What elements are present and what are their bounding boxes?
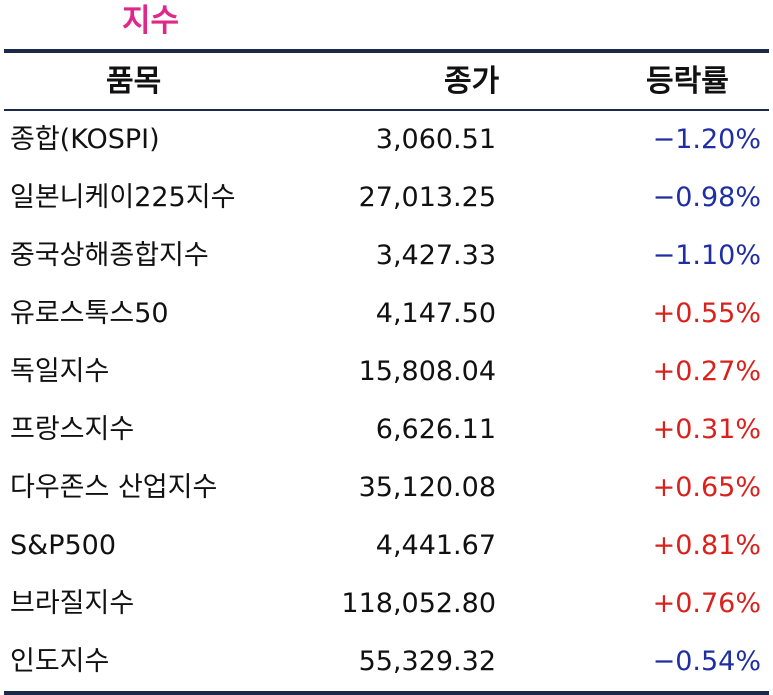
index-name: 프랑스지수 (10, 414, 135, 445)
index-name: 중국상해종합지수 (10, 240, 209, 271)
closing-price: 4,441.67 (375, 530, 496, 561)
table-row: 다우존스 산업지수 35,120.08 +0.65% (4, 459, 769, 517)
table-row: 종합(KOSPI) 3,060.51 −1.20% (4, 111, 769, 169)
index-name: S&P500 (10, 530, 117, 561)
closing-price: 6,626.11 (375, 414, 496, 445)
index-name: 유로스톡스50 (10, 298, 169, 329)
index-name: 브라질지수 (10, 588, 135, 619)
index-name: 독일지수 (10, 356, 110, 387)
change-rate: +0.27% (652, 356, 761, 387)
change-rate: +0.81% (652, 530, 761, 561)
closing-price: 35,120.08 (358, 472, 496, 503)
table-row: 브라질지수 118,052.80 +0.76% (4, 575, 769, 633)
closing-price: 4,147.50 (375, 298, 496, 329)
column-header-change: 등락률 (646, 64, 729, 99)
change-rate: +0.55% (652, 298, 761, 329)
table-row: 독일지수 15,808.04 +0.27% (4, 343, 769, 401)
closing-price: 27,013.25 (358, 182, 496, 213)
closing-price: 3,427.33 (375, 240, 496, 271)
index-name: 일본니케이225지수 (10, 182, 236, 213)
change-rate: −0.98% (652, 182, 761, 213)
table-row: 중국상해종합지수 3,427.33 −1.10% (4, 227, 769, 285)
table-row: 인도지수 55,329.32 −0.54% (4, 633, 769, 691)
table-header: 품목 종가 등락률 (4, 53, 769, 111)
change-rate: +0.31% (652, 414, 761, 445)
column-header-item: 품목 (106, 64, 162, 99)
table-row: S&P500 4,441.67 +0.81% (4, 517, 769, 575)
index-name: 인도지수 (10, 646, 110, 677)
change-rate: −0.54% (652, 646, 761, 677)
closing-price: 3,060.51 (375, 124, 496, 155)
change-rate: −1.20% (652, 124, 761, 155)
change-rate: −1.10% (652, 240, 761, 271)
change-rate: +0.65% (652, 472, 761, 503)
index-table: 품목 종가 등락률 종합(KOSPI) 3,060.51 −1.20% 일본니케… (4, 49, 769, 695)
index-name: 다우존스 산업지수 (10, 472, 218, 503)
section-title: 지수 (122, 3, 180, 39)
closing-price: 118,052.80 (341, 588, 496, 619)
closing-price: 15,808.04 (358, 356, 496, 387)
closing-price: 55,329.32 (358, 646, 496, 677)
table-row: 프랑스지수 6,626.11 +0.31% (4, 401, 769, 459)
index-name: 종합(KOSPI) (10, 124, 160, 155)
change-rate: +0.76% (652, 588, 761, 619)
table-row: 일본니케이225지수 27,013.25 −0.98% (4, 169, 769, 227)
table-row: 유로스톡스50 4,147.50 +0.55% (4, 285, 769, 343)
column-header-close: 종가 (444, 64, 500, 99)
